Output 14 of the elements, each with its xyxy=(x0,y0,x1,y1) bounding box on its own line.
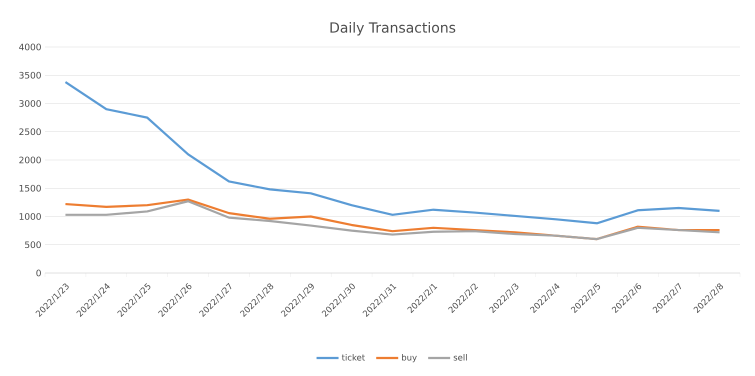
legend-label: buy xyxy=(402,354,417,362)
y-tick-label: 3500 xyxy=(19,72,41,79)
y-tick-label: 0 xyxy=(36,270,41,276)
y-tick-label: 1000 xyxy=(20,213,41,220)
chart-title: Daily Transactions xyxy=(330,22,456,36)
line-series xyxy=(64,80,721,224)
y-tick-label: 500 xyxy=(25,241,41,248)
y-tick-label: 1500 xyxy=(20,184,41,192)
y-tick-label: 4000 xyxy=(19,44,41,50)
y-tick-label: 2500 xyxy=(19,128,41,136)
legend-label: ticket xyxy=(342,354,365,361)
legend-label: sell xyxy=(454,354,467,361)
y-tick-label: 3000 xyxy=(19,100,41,107)
y-tick-label: 2000 xyxy=(19,156,41,164)
